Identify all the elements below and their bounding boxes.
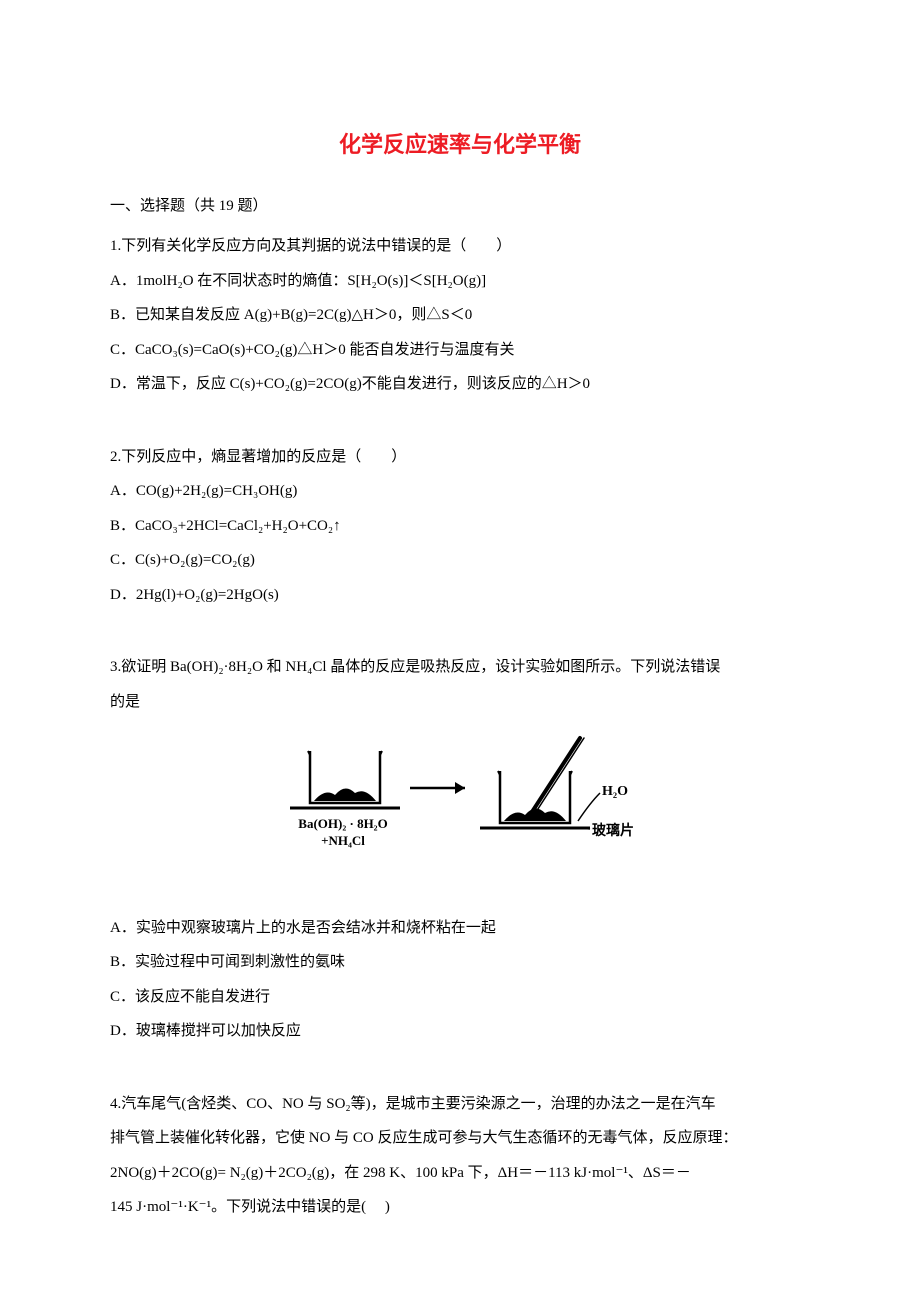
- question-2: 2.下列反应中，熵显著增加的反应是（ ） A．CO(g)+2H₂(g)=CH₃O…: [110, 440, 810, 613]
- q4-line1: 4.汽车尾气(含烃类、CO、NO 与 SO₂等)，是城市主要污染源之一，治理的办…: [110, 1087, 810, 1122]
- right-beaker-icon: [480, 738, 590, 828]
- left-label-1: Ba(OH)₂ · 8H₂O: [298, 816, 387, 831]
- q1-option-b: B．已知某自发反应 A(g)+B(g)=2C(g)△H＞0，则△S＜0: [110, 298, 810, 333]
- q1-option-a: A．1molH₂O 在不同状态时的熵值：S[H₂O(s)]＜S[H₂O(g)]: [110, 264, 810, 299]
- q4-line4: 145 J·mol⁻¹·K⁻¹。下列说法中错误的是( ): [110, 1190, 810, 1225]
- q4-line3: 2NO(g)＋2CO(g)= N₂(g)＋2CO₂(g)，在 298 K、100…: [110, 1156, 810, 1191]
- left-beaker-icon: [290, 751, 400, 808]
- experiment-diagram: Ba(OH)₂ · 8H₂O +NH₄Cl: [280, 733, 640, 883]
- q2-option-d: D．2Hg(l)+O₂(g)=2HgO(s): [110, 578, 810, 613]
- q3-option-a: A．实验中观察玻璃片上的水是否会结冰并和烧杯粘在一起: [110, 911, 810, 946]
- q2-stem: 2.下列反应中，熵显著增加的反应是（ ）: [110, 440, 810, 475]
- section-label: 一、选择题（共 19 题）: [110, 189, 810, 224]
- question-4: 4.汽车尾气(含烃类、CO、NO 与 SO₂等)，是城市主要污染源之一，治理的办…: [110, 1087, 810, 1225]
- question-3: 3.欲证明 Ba(OH)₂·8H₂O 和 NH₄Cl 晶体的反应是吸热反应，设计…: [110, 650, 810, 1049]
- q1-option-c: C．CaCO₃(s)=CaO(s)+CO₂(g)△H＞0 能否自发进行与温度有关: [110, 333, 810, 368]
- right-label-glass: 玻璃片: [592, 822, 634, 839]
- question-1: 1.下列有关化学反应方向及其判据的说法中错误的是（ ） A．1molH₂O 在不…: [110, 229, 810, 402]
- page-title: 化学反应速率与化学平衡: [110, 120, 810, 171]
- q3-stem-line2: 的是: [110, 685, 810, 720]
- q3-diagram: Ba(OH)₂ · 8H₂O +NH₄Cl: [110, 733, 810, 897]
- q3-stem-line1: 3.欲证明 Ba(OH)₂·8H₂O 和 NH₄Cl 晶体的反应是吸热反应，设计…: [110, 650, 810, 685]
- arrow-icon: [410, 782, 465, 794]
- q4-line2: 排气管上装催化转化器，它使 NO 与 CO 反应生成可参与大气生态循环的无毒气体…: [110, 1121, 810, 1156]
- q2-option-c: C．C(s)+O₂(g)=CO₂(g): [110, 543, 810, 578]
- q3-option-d: D．玻璃棒搅拌可以加快反应: [110, 1014, 810, 1049]
- q1-option-d: D．常温下，反应 C(s)+CO₂(g)=2CO(g)不能自发进行，则该反应的△…: [110, 367, 810, 402]
- right-label-h2o: H₂O: [602, 784, 628, 799]
- q1-stem: 1.下列有关化学反应方向及其判据的说法中错误的是（ ）: [110, 229, 810, 264]
- q2-option-b: B．CaCO₃+2HCl=CaCl₂+H₂O+CO₂↑: [110, 509, 810, 544]
- q3-option-b: B．实验过程中可闻到刺激性的氨味: [110, 945, 810, 980]
- q2-option-a: A．CO(g)+2H₂(g)=CH₃OH(g): [110, 474, 810, 509]
- left-label-2: +NH₄Cl: [321, 833, 365, 848]
- q3-option-c: C．该反应不能自发进行: [110, 980, 810, 1015]
